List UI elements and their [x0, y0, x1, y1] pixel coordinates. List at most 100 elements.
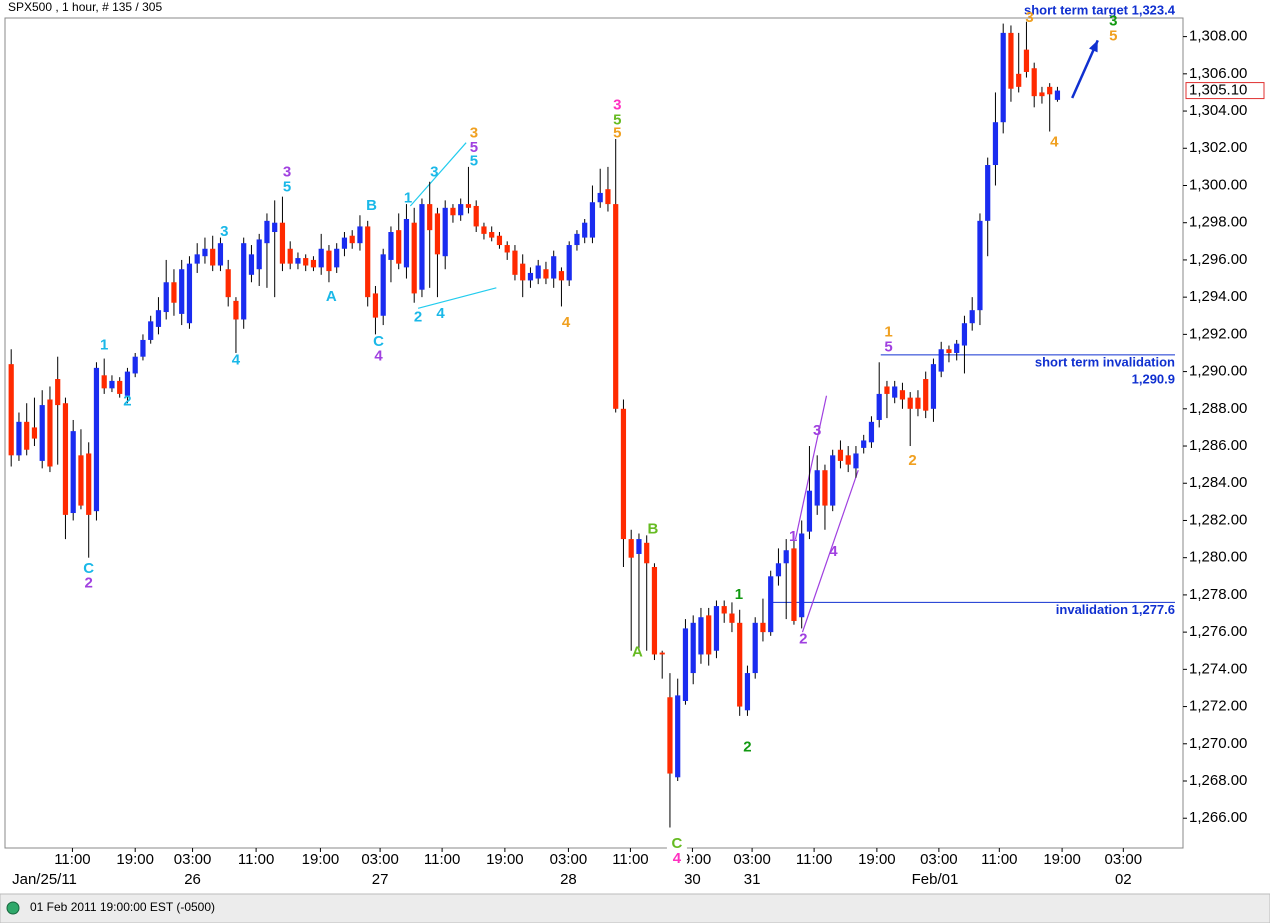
candle-body — [93, 367, 100, 512]
y-tick-label: 1,284.00 — [1189, 474, 1247, 491]
plot-layer: 1,266.00 1,268.00 1,270.00 1,272.00 1,274.00… — [8, 2, 1265, 888]
candle-body — [589, 202, 596, 238]
candle-body — [434, 213, 441, 255]
candle-body — [132, 356, 138, 374]
candle-body — [543, 269, 549, 279]
x-date-label: 31 — [744, 871, 761, 888]
candle-body — [62, 403, 69, 515]
trend-line — [417, 287, 497, 309]
candle-body — [1039, 92, 1045, 97]
wave-label: C — [373, 333, 384, 350]
candle-body — [636, 539, 642, 554]
candle-body — [365, 226, 371, 298]
candle-body — [334, 248, 340, 268]
wave-label: 2 — [414, 309, 422, 326]
candle-body — [768, 576, 774, 633]
wave-label: 5 — [613, 111, 621, 128]
y-tick-label: 1,292.00 — [1189, 325, 1247, 342]
wave-label: 2 — [85, 575, 93, 592]
candle-body — [124, 371, 131, 396]
candle-body — [233, 300, 239, 320]
y-tick-label: 1,294.00 — [1189, 288, 1247, 305]
candle-body — [217, 243, 224, 266]
x-tick-label: 11:00 — [612, 851, 648, 868]
wave-label: 1 — [789, 528, 797, 545]
candle-body — [256, 239, 262, 270]
candle-body — [117, 380, 123, 394]
candle-body — [388, 232, 394, 260]
candle-body — [372, 293, 379, 318]
wave-label: 3 — [1109, 13, 1117, 30]
wave-label: 1 — [404, 189, 412, 206]
candle-body — [954, 343, 960, 353]
candle-body — [938, 349, 944, 372]
candle-body — [202, 248, 208, 257]
candle-body — [303, 258, 309, 266]
x-date-label: 30 — [684, 871, 701, 888]
candle-body — [651, 566, 658, 655]
x-tick-label: 11:00 — [238, 851, 274, 868]
candle-body — [512, 250, 518, 275]
candle-body — [706, 615, 712, 655]
candle-body — [729, 613, 735, 623]
candle-body — [923, 379, 929, 411]
candle-body — [744, 673, 751, 711]
candle-body — [481, 226, 487, 234]
level-annotation: 1,290.9 — [1132, 371, 1175, 386]
candle-body — [210, 248, 216, 266]
candle-body — [1047, 86, 1053, 95]
candle-body — [659, 652, 665, 655]
wave-label: 3 — [283, 163, 291, 180]
candle-body — [644, 542, 650, 564]
candle-body — [597, 192, 603, 203]
candle-body — [310, 259, 317, 268]
x-tick-label: 19:00 — [302, 851, 340, 868]
candle-body — [667, 697, 673, 774]
candle-body — [349, 235, 355, 244]
wave-label: 3 — [220, 223, 228, 240]
y-tick-label: 1,296.00 — [1189, 251, 1247, 268]
trend-line — [801, 470, 859, 633]
candle-body — [791, 548, 797, 621]
candle-body — [930, 364, 937, 409]
candle-body — [814, 470, 820, 506]
candle-body — [566, 245, 572, 281]
y-tick-label: 1,302.00 — [1189, 139, 1247, 156]
y-tick-label: 1,266.00 — [1189, 809, 1247, 826]
candle-body — [504, 245, 510, 253]
y-tick-label: 1,274.00 — [1189, 660, 1247, 677]
candle-body — [148, 321, 154, 340]
candle-body — [403, 218, 410, 268]
x-tick-label: 19:00 — [116, 851, 154, 868]
x-tick-label: 19:00 — [486, 851, 524, 868]
x-tick-label: 03:00 — [550, 851, 588, 868]
wave-label: 4 — [1050, 134, 1059, 151]
wave-label: 1 — [100, 337, 108, 354]
candle-body — [78, 455, 84, 506]
candle-body — [194, 254, 200, 264]
candle-body — [287, 248, 293, 264]
wave-label: A — [632, 644, 643, 661]
wave-label: 5 — [470, 139, 478, 156]
x-tick-label: 03:00 — [733, 851, 771, 868]
arrow-head — [1088, 40, 1098, 53]
candle-body — [411, 222, 417, 294]
candle-body — [613, 204, 619, 409]
candle-body — [551, 256, 557, 279]
candle-body — [248, 254, 255, 275]
candle-body — [535, 265, 541, 279]
candle-body — [1054, 90, 1061, 100]
candle-body — [179, 269, 185, 314]
candle-body — [8, 364, 14, 456]
candle-body — [861, 440, 867, 448]
wave-label: 3 — [430, 163, 438, 180]
candle-body — [675, 695, 681, 778]
candle-body — [737, 622, 743, 707]
candle-body — [442, 207, 448, 257]
wave-label: 4 — [374, 348, 383, 365]
candle-body — [140, 339, 146, 357]
candle-body — [380, 254, 386, 316]
y-tick-label: 1,290.00 — [1189, 363, 1247, 380]
candle-body — [55, 379, 61, 406]
candle-body — [1000, 32, 1006, 123]
